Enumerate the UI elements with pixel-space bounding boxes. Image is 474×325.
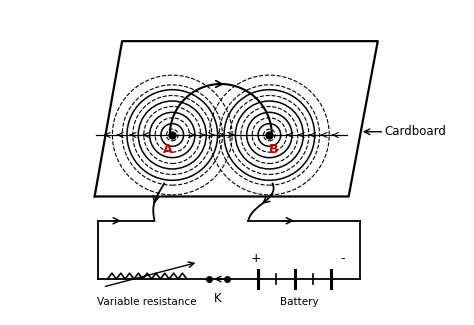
Text: A: A	[163, 143, 172, 156]
Text: Cardboard: Cardboard	[384, 125, 446, 138]
Text: Variable resistance: Variable resistance	[98, 297, 197, 307]
Text: B: B	[268, 143, 278, 156]
Text: Battery: Battery	[280, 297, 319, 307]
Text: +: +	[251, 253, 262, 266]
Text: K: K	[214, 292, 221, 305]
Text: -: -	[340, 253, 345, 266]
